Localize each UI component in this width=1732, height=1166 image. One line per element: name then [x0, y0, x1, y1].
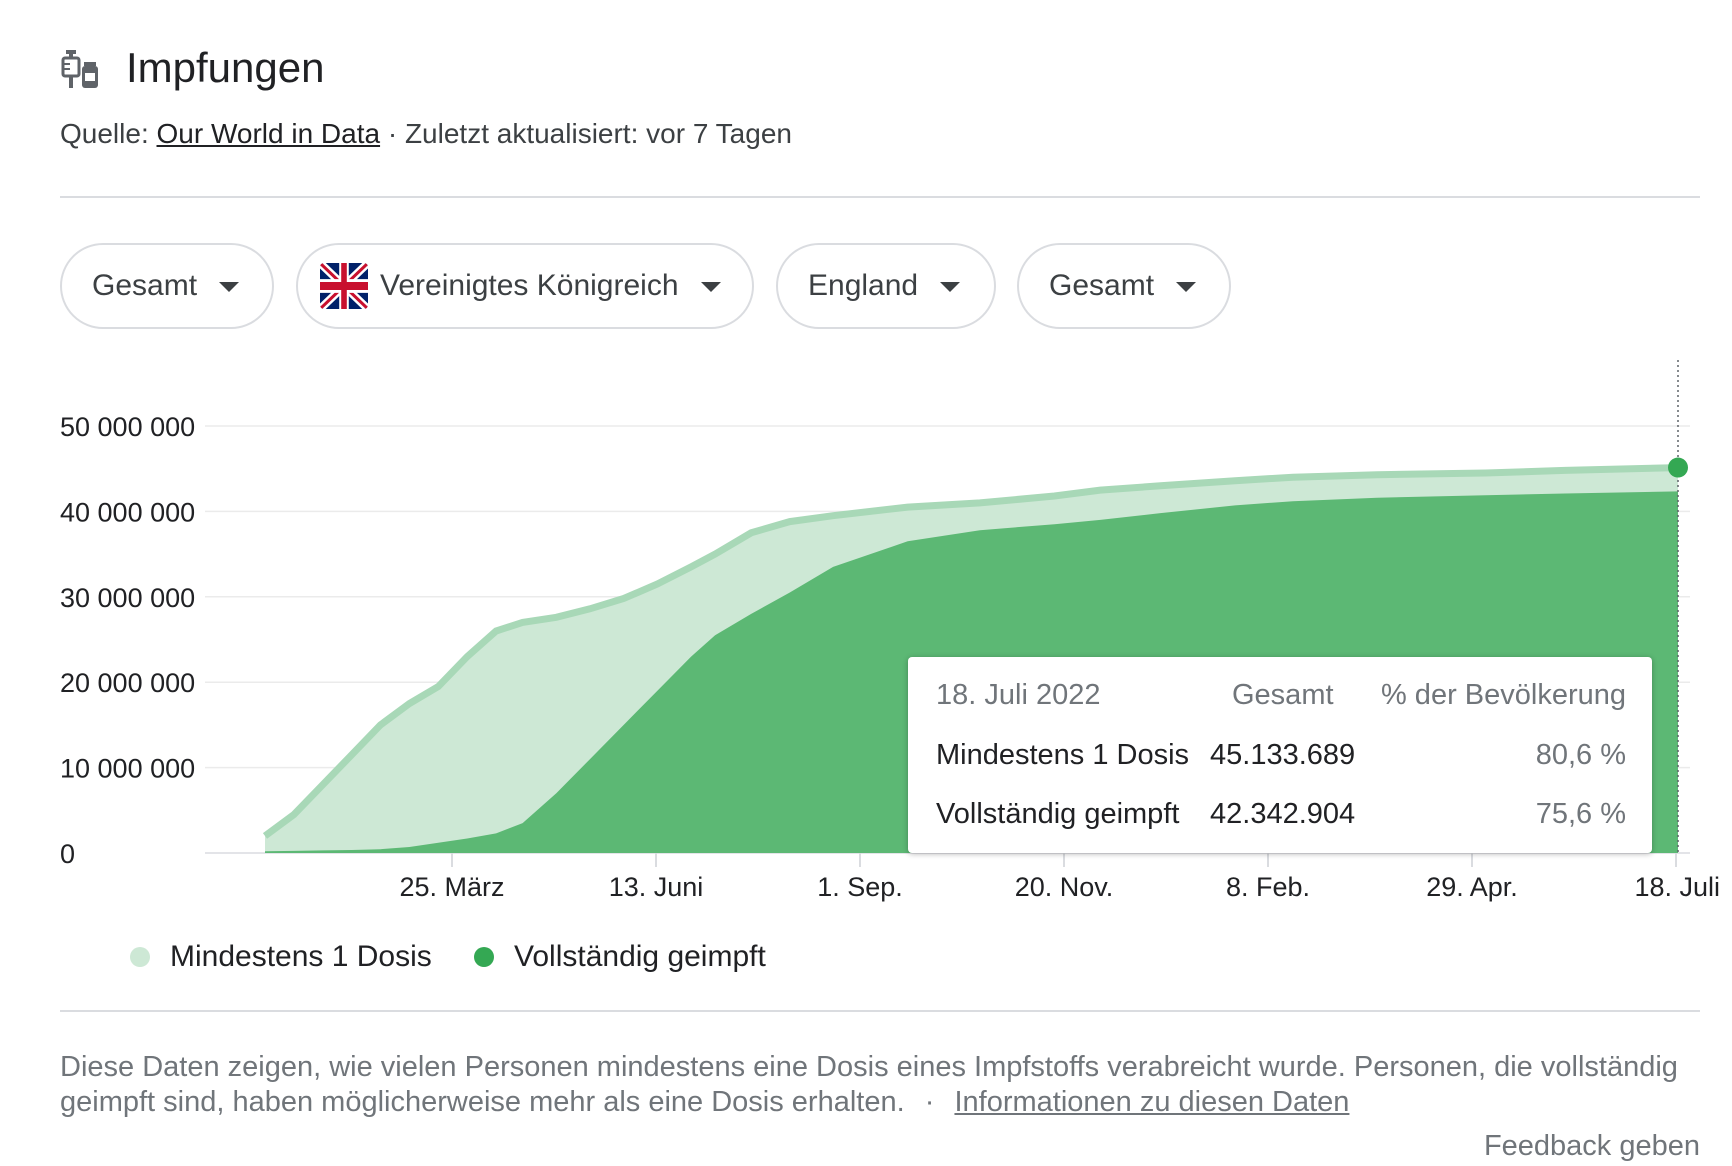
filter-chip-label: Vereinigtes Königreich: [380, 269, 679, 302]
y-tick-label: 30 000 000: [60, 583, 195, 613]
info-link[interactable]: Informationen zu diesen Daten: [954, 1086, 1350, 1118]
tooltip-row-total: 45.133.689: [1210, 739, 1356, 771]
filter-chip-label: England: [808, 269, 919, 302]
tooltip-row-label: Vollständig geimpft: [936, 798, 1180, 830]
description-text: Diese Daten zeigen, wie vielen Personen …: [60, 1051, 1678, 1118]
tooltip-row-total: 42.342.904: [1210, 798, 1356, 830]
legend-item-fully-vaccinated[interactable]: Vollständig geimpft: [474, 940, 766, 974]
filter-chip-label: Gesamt: [92, 269, 198, 302]
tooltip-col-total: Gesamt: [1232, 679, 1334, 711]
syringe-vial-icon: [58, 48, 102, 92]
x-tick-label: 20. Nov.: [1015, 872, 1114, 902]
filter-chip-total[interactable]: Gesamt: [60, 243, 274, 329]
caret-down-icon: [700, 282, 721, 292]
filter-chip-region[interactable]: England: [776, 243, 996, 329]
y-tick-label: 20 000 000: [60, 668, 195, 698]
source-link[interactable]: Our World in Data: [156, 118, 381, 149]
filter-chip-country[interactable]: Vereinigtes Königreich: [296, 243, 754, 329]
y-tick-label: 40 000 000: [60, 497, 195, 527]
feedback-link[interactable]: Feedback geben: [1483, 1130, 1700, 1162]
caret-down-icon: [940, 282, 961, 292]
x-tick-label: 13. Juni: [609, 872, 704, 902]
filter-chip-label: Gesamt: [1049, 269, 1155, 302]
legend-label: Vollständig geimpft: [514, 940, 766, 973]
y-tick-label: 50 000 000: [60, 412, 195, 442]
hover-point: [1668, 457, 1688, 478]
y-tick-label: 10 000 000: [60, 754, 195, 784]
line-at-least-one-dose: [262, 464, 1679, 839]
legend-dot-icon: [130, 947, 150, 967]
tooltip-row-label: Mindestens 1 Dosis: [936, 739, 1190, 771]
description-separator: ·: [924, 1086, 935, 1118]
legend-label: Mindestens 1 Dosis: [170, 940, 432, 973]
tooltip-col-pct: % der Bevölkerung: [1380, 679, 1626, 711]
x-tick-label: 25. März: [399, 872, 504, 902]
tooltip-row-pct: 75,6 %: [1535, 798, 1626, 830]
x-tick-label: 8. Feb.: [1226, 872, 1310, 902]
x-tick-label: 1. Sep.: [817, 872, 903, 902]
chart-tooltip: 18. Juli 2022 Gesamt % der Bevölkerung M…: [908, 657, 1652, 853]
caret-down-icon: [1176, 282, 1197, 292]
x-tick-label: 29. Apr.: [1426, 872, 1518, 902]
source-prefix: Quelle:: [60, 118, 149, 149]
uk-flag-icon: [320, 263, 368, 309]
filter-chip-dose[interactable]: Gesamt: [1017, 243, 1231, 329]
bottom-divider: [60, 1010, 1700, 1012]
legend-dot-icon: [474, 947, 494, 967]
top-divider: [60, 196, 1700, 198]
data-description: Diese Daten zeigen, wie vielen Personen …: [60, 1050, 1700, 1120]
tooltip-row-pct: 80,6 %: [1535, 739, 1626, 771]
y-tick-label: 0: [60, 839, 75, 869]
tooltip-date: 18. Juli 2022: [936, 679, 1101, 711]
source-line: Quelle: Our World in Data · Zuletzt aktu…: [60, 118, 792, 150]
updated-text: · Zuletzt aktualisiert: vor 7 Tagen: [387, 118, 792, 149]
legend-item-at-least-one-dose[interactable]: Mindestens 1 Dosis: [130, 940, 432, 974]
caret-down-icon: [219, 282, 240, 292]
x-tick-label: 18. Juli: [1634, 872, 1720, 902]
page-title: Impfungen: [126, 44, 325, 91]
